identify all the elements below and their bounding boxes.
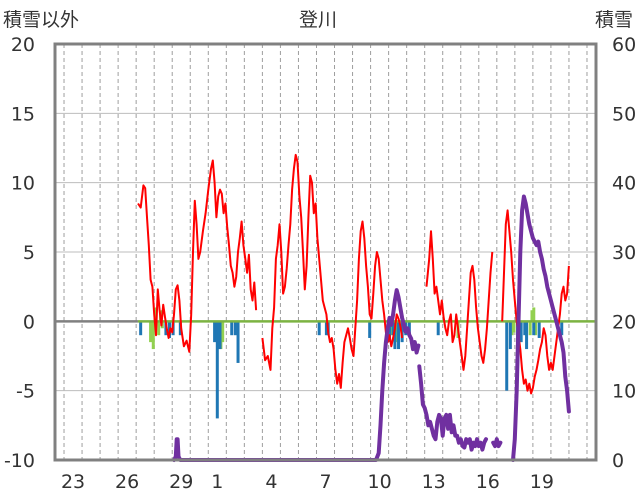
left-tick-label: -5 (16, 381, 35, 403)
right-tick-label: 30 (612, 242, 636, 264)
precipitation-bar (525, 321, 529, 350)
precipitation-bar (519, 321, 523, 343)
snowfall-bar (157, 321, 161, 336)
precipitation-bar (213, 321, 217, 343)
precipitation-bar (391, 321, 395, 336)
right-axis-label: 積雪 (595, 9, 633, 31)
precipitation-bar (233, 321, 237, 336)
precipitation-bar (505, 321, 509, 391)
snowfall-bar (534, 321, 538, 336)
precipitation-bar (139, 321, 143, 336)
left-tick-label: -10 (4, 450, 35, 472)
snow-depth-line (491, 437, 503, 449)
x-tick-label: 16 (476, 471, 500, 493)
precipitation-bar (393, 321, 397, 350)
left-tick-label: 10 (11, 173, 35, 195)
precipitation-bar (532, 321, 536, 336)
temperature-line (501, 209, 570, 395)
x-tick-label: 29 (169, 471, 193, 493)
snowfall-bar (221, 321, 225, 343)
left-tick-label: 0 (23, 311, 35, 333)
left-axis-label: 積雪以外 (3, 9, 79, 31)
right-tick-label: 10 (612, 381, 636, 403)
precipitation-bar (236, 321, 240, 363)
snow-depth-line (172, 288, 421, 462)
left-tick-label: 5 (23, 242, 35, 264)
left-tick-label: 20 (11, 34, 35, 56)
left-tick-label: 15 (11, 103, 35, 125)
snowfall-bar (149, 321, 153, 343)
temperature-line (425, 230, 494, 371)
temperature-line (137, 159, 258, 353)
snow-depth-line (511, 194, 571, 462)
x-tick-label: 19 (530, 471, 554, 493)
right-tick-label: 50 (612, 103, 636, 125)
snowfall-bar (512, 321, 516, 333)
chart-title: 登川 (299, 9, 337, 31)
snowfall-bar (528, 321, 532, 336)
precipitation-bar (537, 321, 541, 338)
precipitation-bar (508, 321, 512, 350)
precipitation-bar (317, 321, 321, 336)
precipitation-bar (388, 321, 392, 343)
temperature-line (261, 153, 404, 389)
precipitation-bar (368, 321, 372, 338)
x-tick-label: 10 (368, 471, 392, 493)
right-tick-label: 20 (612, 311, 636, 333)
x-tick-label: 13 (422, 471, 446, 493)
precipitation-bar (230, 321, 234, 336)
snowfall-bar (532, 307, 536, 322)
snowfall-bar (510, 321, 514, 336)
right-tick-label: 0 (612, 450, 624, 472)
precipitation-bar (560, 321, 564, 336)
precipitation-bar (324, 321, 328, 336)
x-tick-label: 26 (115, 471, 139, 493)
precipitation-bar (215, 321, 219, 419)
precipitation-bar (436, 321, 440, 336)
precipitation-bar (218, 321, 222, 350)
right-tick-label: 40 (612, 173, 636, 195)
precipitation-bar (523, 321, 527, 336)
plot-frame (53, 42, 598, 462)
x-tick-label: 4 (265, 471, 277, 493)
precipitation-bar (397, 321, 401, 350)
snowfall-bar (151, 321, 155, 350)
x-tick-label: 7 (319, 471, 331, 493)
snowfall-bar (530, 310, 534, 322)
x-tick-label: 23 (61, 471, 85, 493)
right-tick-label: 60 (612, 34, 636, 56)
x-tick-label: 1 (211, 471, 223, 493)
snow-depth-line (417, 364, 488, 452)
bar-layer (139, 307, 564, 419)
